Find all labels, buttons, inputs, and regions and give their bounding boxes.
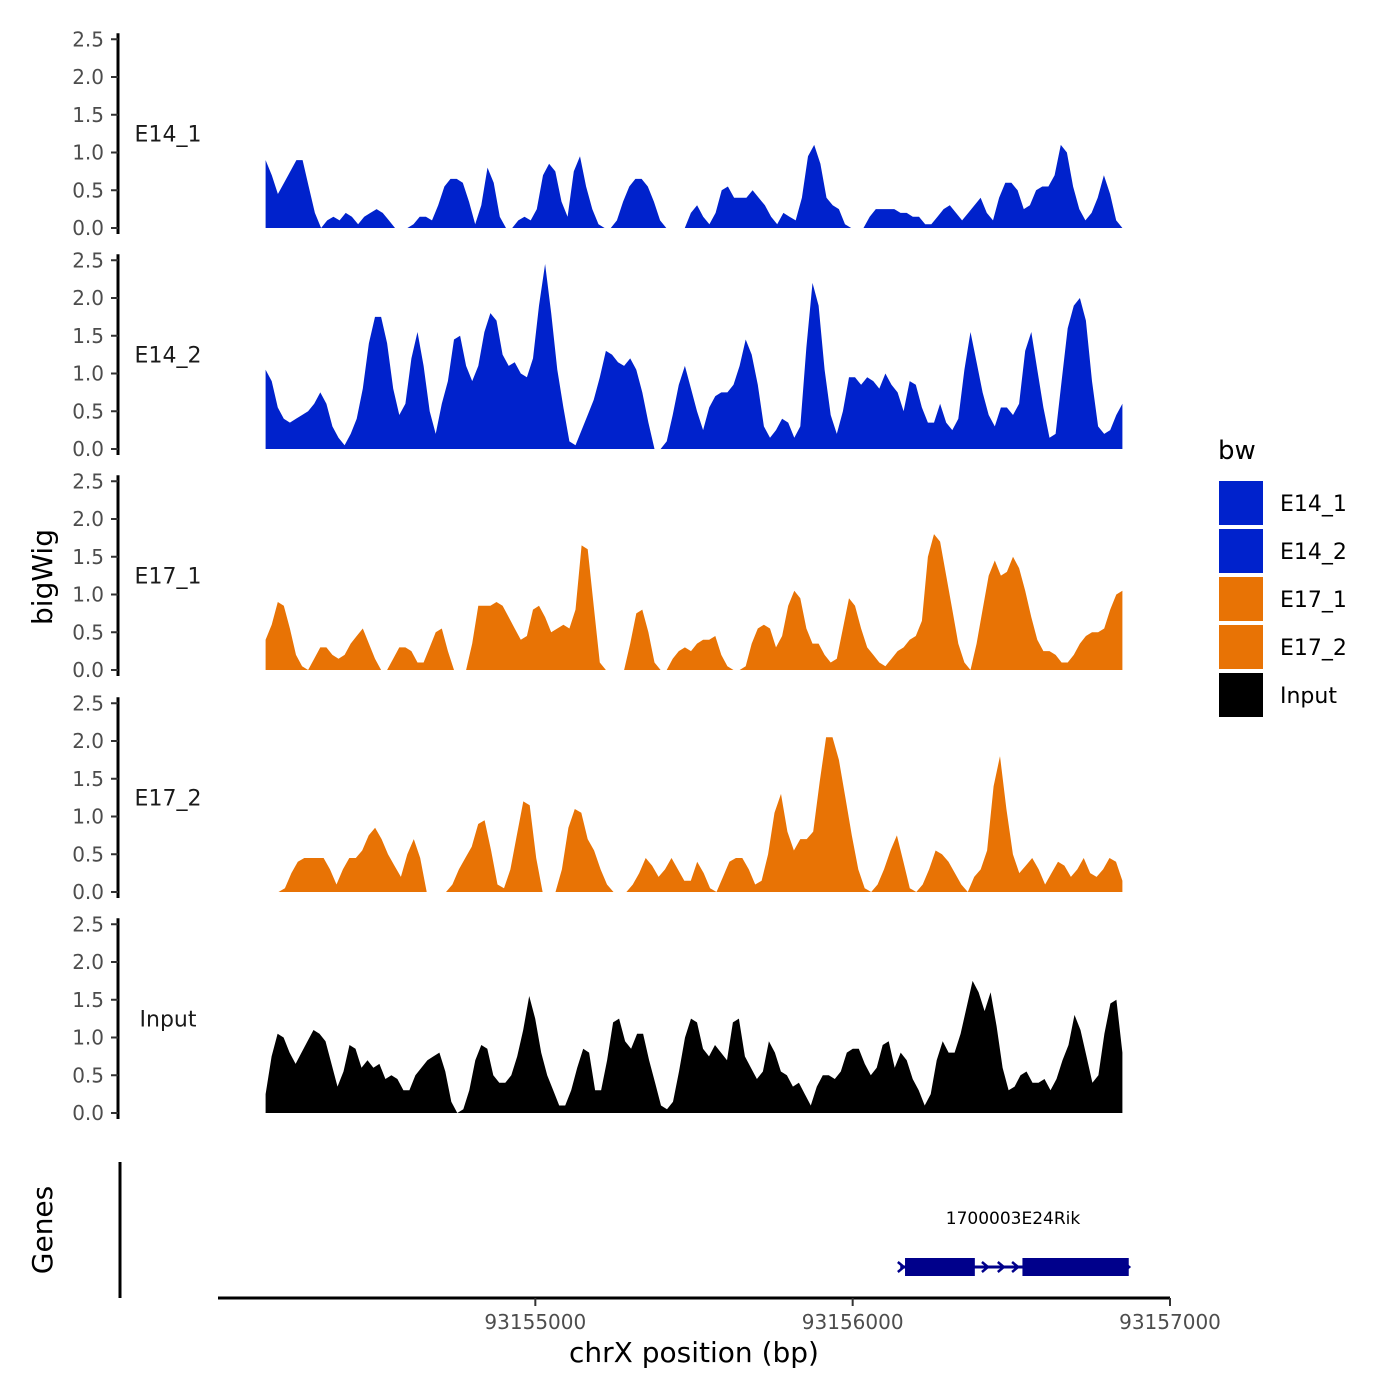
y-tick-label-e17_2-3: 1.5 [72,767,104,791]
signal-tracks: 0.0 0.5 1.0 1.5 2.0 2.5 E14_1 0.0 0.5 1.0 1.5 2.0 2.… [72,27,1123,1125]
y-tick-label-e17_2-2: 1.0 [72,805,104,829]
y-tick-label-e14_2-4: 2.0 [72,286,104,310]
signal-area-e14_2 [265,264,1123,449]
legend-label-e14_2: E14_2 [1280,540,1347,565]
y-tick-label-e14_2-2: 1.0 [72,362,104,386]
legend-key-e17_2 [1217,623,1265,671]
y-tick-label-input-1: 0.5 [72,1063,104,1087]
y-tick-label-input-4: 2.0 [72,950,104,974]
signal-area-e17_2 [265,737,1123,892]
gene-exon-0 [905,1258,975,1276]
signal-area-e14_1 [265,144,1123,228]
track-label-e17_1: E17_1 [135,565,202,590]
legend-key-e14_2 [1217,527,1265,575]
legend-label-input: Input [1280,684,1337,709]
x-axis: 93155000 93156000 93157000 [218,1296,1221,1334]
legend-label-e17_2: E17_2 [1280,636,1347,661]
gene-strand-arrow-1 [981,1261,990,1273]
y-tick-label-e14_1-2: 1.0 [72,141,104,165]
y-tick-label-e17_2-0: 0.0 [72,880,104,904]
x-tick-label-2: 93157000 [1119,1310,1221,1334]
track-label-e14_2: E14_2 [135,344,202,369]
legend-label-e17_1: E17_1 [1280,588,1347,613]
gene-strand-arrow-4 [1122,1261,1132,1273]
y-tick-label-e14_1-1: 0.5 [72,178,104,202]
y-tick-label-e17_2-4: 2.0 [72,729,104,753]
track-input: 0.0 0.5 1.0 1.5 2.0 2.5 Input [72,912,1123,1125]
gene-strand-arrow-2 [997,1261,1006,1273]
y-tick-label-e14_1-3: 1.5 [72,103,104,127]
y-tick-label-input-3: 1.5 [72,988,104,1012]
gene-strand-arrow-0 [897,1261,906,1273]
gene-name-label: 1700003E24Rik [946,1209,1081,1229]
gene-strand-arrow-3 [1011,1261,1021,1273]
track-label-input: Input [140,1008,197,1033]
y-tick-label-e14_2-3: 1.5 [72,324,104,348]
y-tick-label-input-0: 0.0 [72,1101,104,1125]
y-axis-title: bigWig [26,529,59,625]
track-label-e17_2: E17_2 [135,787,202,812]
signal-area-input [265,980,1123,1113]
genes-panel: Genes 1700003E24Rik [26,1162,1132,1298]
x-axis-title: chrX position (bp) [569,1336,819,1369]
gene-exon-1 [1022,1258,1129,1276]
legend: bw E14_1 E14_2 E17_1 E17_2 Input [1217,436,1347,719]
legend-key-e17_1 [1217,575,1265,623]
y-tick-label-input-5: 2.5 [72,912,104,936]
genes-axis-title: Genes [26,1186,59,1274]
y-tick-label-e17_2-5: 2.5 [72,691,104,715]
y-tick-label-e17_1-2: 1.0 [72,583,104,607]
track-e14_1: 0.0 0.5 1.0 1.5 2.0 2.5 E14_1 [72,27,1123,240]
y-tick-label-e17_1-4: 2.0 [72,507,104,531]
y-tick-label-e14_1-5: 2.5 [72,27,104,51]
y-tick-label-e17_1-1: 0.5 [72,620,104,644]
y-tick-label-input-2: 1.0 [72,1026,104,1050]
x-tick-label-1: 93156000 [802,1310,904,1334]
y-tick-label-e14_2-1: 0.5 [72,399,104,423]
signal-area-e17_1 [265,534,1123,670]
track-label-e14_1: E14_1 [135,123,202,148]
y-tick-label-e14_2-5: 2.5 [72,248,104,272]
y-tick-label-e14_1-0: 0.0 [72,216,104,240]
y-tick-label-e17_1-3: 1.5 [72,545,104,569]
legend-label-e14_1: E14_1 [1280,492,1347,517]
legend-key-input [1217,671,1265,719]
gene-model [897,1258,1132,1276]
legend-key-e14_1 [1217,479,1265,527]
track-e17_1: 0.0 0.5 1.0 1.5 2.0 2.5 E17_1 [72,469,1123,682]
track-e14_2: 0.0 0.5 1.0 1.5 2.0 2.5 E14_2 [72,248,1123,461]
legend-title: bw [1218,436,1256,466]
y-tick-label-e14_1-4: 2.0 [72,65,104,89]
y-tick-label-e17_1-5: 2.5 [72,469,104,493]
y-tick-label-e17_1-0: 0.0 [72,658,104,682]
y-tick-label-e17_2-1: 0.5 [72,842,104,866]
track-e17_2: 0.0 0.5 1.0 1.5 2.0 2.5 E17_2 [72,691,1123,904]
y-tick-label-e14_2-0: 0.0 [72,437,104,461]
x-tick-label-0: 93155000 [484,1310,586,1334]
